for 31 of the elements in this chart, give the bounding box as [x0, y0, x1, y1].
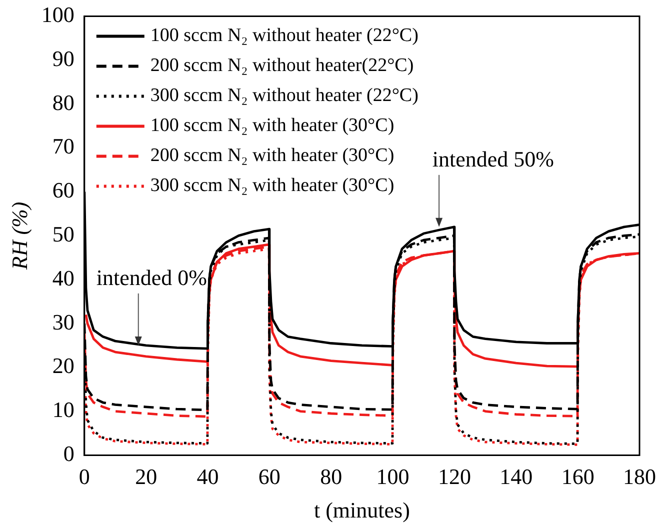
x-tick-label: 140 — [500, 464, 533, 490]
legend-label: 300 sccm N₂ with heater (30°C) — [150, 175, 394, 196]
y-tick-label: 30 — [52, 309, 74, 334]
legend-label: 200 sccm N₂ without heater(22°C) — [150, 55, 414, 76]
legend-label: 100 sccm N₂ without heater (22°C) — [150, 25, 418, 46]
y-axis-title: RH (%) — [6, 202, 32, 271]
legend-label: 200 sccm N₂ with heater (30°C) — [150, 145, 394, 166]
y-tick-label: 80 — [52, 90, 74, 115]
y-tick-label: 10 — [52, 397, 74, 422]
x-tick-label: 160 — [561, 464, 594, 490]
annotation: intended 50% — [432, 146, 554, 172]
y-tick-label: 40 — [52, 265, 74, 290]
x-tick-label: 20 — [135, 464, 158, 490]
x-tick-label: 60 — [258, 464, 280, 490]
y-tick-label: 90 — [52, 46, 74, 71]
y-tick-label: 20 — [52, 353, 74, 378]
x-tick-label: 40 — [196, 464, 219, 490]
y-tick-label: 0 — [63, 440, 74, 466]
x-tick-label: 80 — [320, 464, 342, 490]
x-tick-label: 120 — [438, 464, 471, 490]
y-tick-label: 100 — [41, 2, 74, 27]
y-tick-label: 50 — [52, 221, 74, 246]
x-tick-label: 0 — [78, 464, 90, 490]
annotation: intended 0% — [96, 265, 207, 290]
x-tick-label: 100 — [376, 464, 410, 490]
x-tick-label: 180 — [623, 464, 656, 490]
y-tick-label: 70 — [52, 134, 74, 159]
legend-label: 100 sccm N₂ with heater (30°C) — [150, 115, 394, 136]
legend-label: 300 sccm N₂ without heater (22°C) — [150, 85, 418, 106]
y-tick-label: 60 — [52, 178, 74, 203]
x-axis-title: t (minutes) — [314, 498, 410, 523]
